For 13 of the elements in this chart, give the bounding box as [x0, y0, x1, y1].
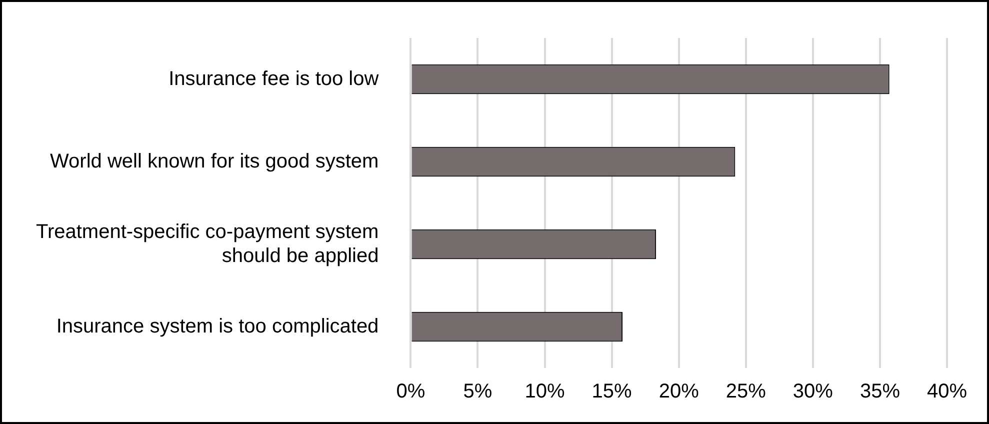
x-tick-label: 30%: [792, 380, 834, 403]
x-tick-label: 35%: [860, 380, 900, 403]
x-tick-label: 25%: [726, 380, 766, 403]
x-tick-label: 20%: [658, 380, 700, 403]
y-tick-label: Insurance system is too complicated: [56, 315, 379, 338]
x-tick-label: 0%: [396, 380, 426, 403]
x-tick-label: 5%: [463, 380, 492, 403]
y-tick-label: Insurance fee is too low: [168, 68, 380, 90]
y-tick-label: World well known for its good system: [50, 150, 379, 172]
x-tick-label: 40%: [926, 380, 968, 403]
x-tick-label: 15%: [592, 380, 632, 403]
x-tick-label: 10%: [524, 380, 565, 403]
y-tick-label: Treatment-specific co-payment system should be applied: [36, 220, 379, 267]
